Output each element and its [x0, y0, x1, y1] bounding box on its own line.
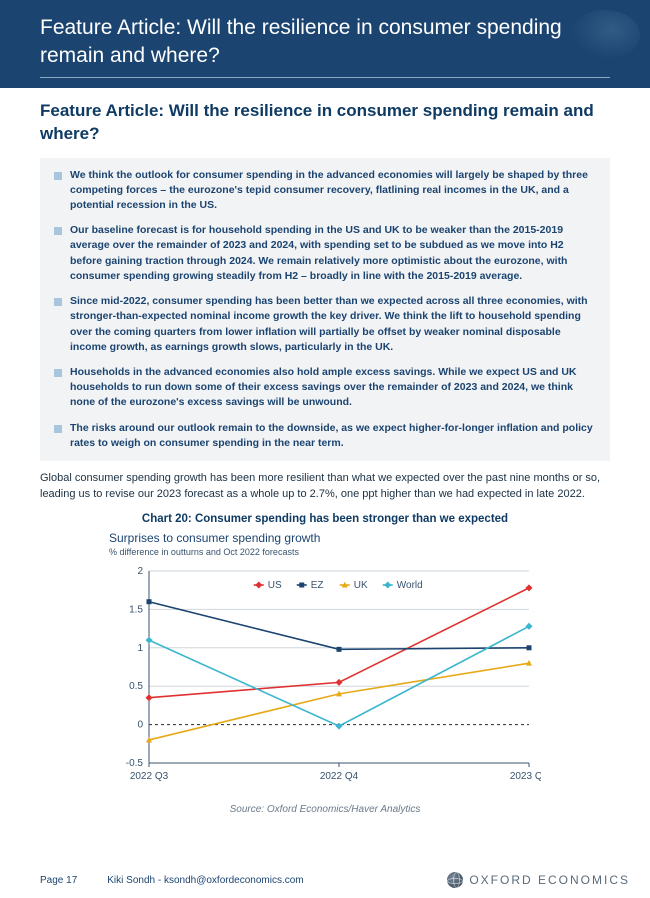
summary-item: We think the outlook for consumer spendi… [54, 168, 596, 214]
body-paragraph: Global consumer spending growth has been… [40, 471, 610, 503]
summary-item: Since mid-2022, consumer spending has be… [54, 294, 596, 355]
chart-source: Source: Oxford Economics/Haver Analytics [109, 804, 541, 815]
svg-text:US: US [268, 580, 282, 591]
square-bullet-icon [54, 425, 62, 433]
square-bullet-icon [54, 227, 62, 235]
svg-text:1.5: 1.5 [129, 604, 143, 615]
svg-text:1: 1 [137, 643, 143, 654]
chart: Surprises to consumer spending growth % … [109, 531, 541, 815]
chart-subtitle: Surprises to consumer spending growth [109, 531, 541, 545]
svg-text:World: World [397, 580, 423, 591]
header-underline [40, 77, 610, 78]
svg-text:-0.5: -0.5 [126, 758, 144, 769]
content: Feature Article: Will the resilience in … [0, 88, 650, 815]
header-title: Feature Article: Will the resilience in … [40, 14, 610, 71]
brand: OXFORD ECONOMICS [447, 872, 630, 888]
brand-text: OXFORD ECONOMICS [469, 873, 630, 887]
summary-item: The risks around our outlook remain to t… [54, 421, 596, 451]
svg-text:0.5: 0.5 [129, 681, 143, 692]
summary-text: We think the outlook for consumer spendi… [70, 168, 596, 214]
summary-box: We think the outlook for consumer spendi… [40, 158, 610, 462]
summary-item: Our baseline forecast is for household s… [54, 223, 596, 284]
svg-text:2: 2 [137, 566, 143, 577]
globe-icon [447, 872, 463, 888]
svg-text:UK: UK [354, 580, 368, 591]
page-number: Page 17 [40, 875, 77, 886]
footer: Page 17 Kiki Sondh - ksondh@oxfordeconom… [40, 872, 630, 888]
feature-title: Feature Article: Will the resilience in … [40, 100, 610, 146]
square-bullet-icon [54, 298, 62, 306]
chart-svg: -0.5 0 0.5 1 1.5 2 2022 Q3 2022 Q4 2023 Q1 US EZ UK… [109, 561, 541, 793]
svg-text:2023 Q1: 2023 Q1 [510, 771, 541, 782]
square-bullet-icon [54, 172, 62, 180]
square-bullet-icon [54, 369, 62, 377]
svg-text:EZ: EZ [311, 580, 324, 591]
summary-text: The risks around our outlook remain to t… [70, 421, 596, 451]
svg-text:0: 0 [137, 720, 143, 731]
summary-text: Our baseline forecast is for household s… [70, 223, 596, 284]
svg-text:2022 Q3: 2022 Q3 [130, 771, 169, 782]
summary-text: Households in the advanced economies als… [70, 365, 596, 411]
author-contact: Kiki Sondh - ksondh@oxfordeconomics.com [107, 875, 303, 886]
svg-text:2022 Q4: 2022 Q4 [320, 771, 359, 782]
summary-item: Households in the advanced economies als… [54, 365, 596, 411]
header-band: Feature Article: Will the resilience in … [0, 0, 650, 88]
chart-meta: % difference in outturns and Oct 2022 fo… [109, 547, 541, 557]
summary-text: Since mid-2022, consumer spending has be… [70, 294, 596, 355]
chart-title: Chart 20: Consumer spending has been str… [40, 513, 610, 525]
